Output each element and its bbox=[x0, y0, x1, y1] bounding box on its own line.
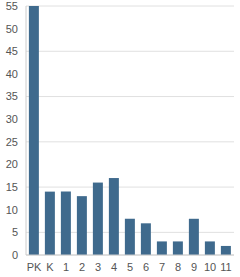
svg-text:35: 35 bbox=[8, 90, 18, 102]
svg-text:8: 8 bbox=[175, 261, 181, 273]
svg-text:50: 50 bbox=[8, 23, 18, 35]
svg-text:5: 5 bbox=[12, 226, 18, 238]
svg-text:PK: PK bbox=[27, 261, 42, 273]
svg-text:K: K bbox=[46, 261, 54, 273]
svg-text:11: 11 bbox=[220, 261, 231, 273]
svg-text:25: 25 bbox=[8, 136, 18, 148]
svg-text:40: 40 bbox=[8, 68, 18, 80]
svg-text:1: 1 bbox=[63, 261, 69, 273]
svg-text:5: 5 bbox=[127, 261, 133, 273]
svg-text:55: 55 bbox=[8, 0, 18, 12]
svg-text:10: 10 bbox=[204, 261, 216, 273]
svg-text:6: 6 bbox=[143, 261, 149, 273]
svg-text:0: 0 bbox=[12, 249, 18, 261]
svg-text:10: 10 bbox=[8, 204, 18, 216]
svg-text:20: 20 bbox=[8, 158, 18, 170]
svg-text:45: 45 bbox=[8, 45, 18, 57]
svg-text:9: 9 bbox=[191, 261, 197, 273]
svg-text:2: 2 bbox=[79, 261, 85, 273]
svg-text:30: 30 bbox=[8, 113, 18, 125]
svg-text:15: 15 bbox=[8, 181, 18, 193]
svg-text:3: 3 bbox=[95, 261, 101, 273]
svg-text:4: 4 bbox=[111, 261, 117, 273]
svg-text:7: 7 bbox=[159, 261, 165, 273]
